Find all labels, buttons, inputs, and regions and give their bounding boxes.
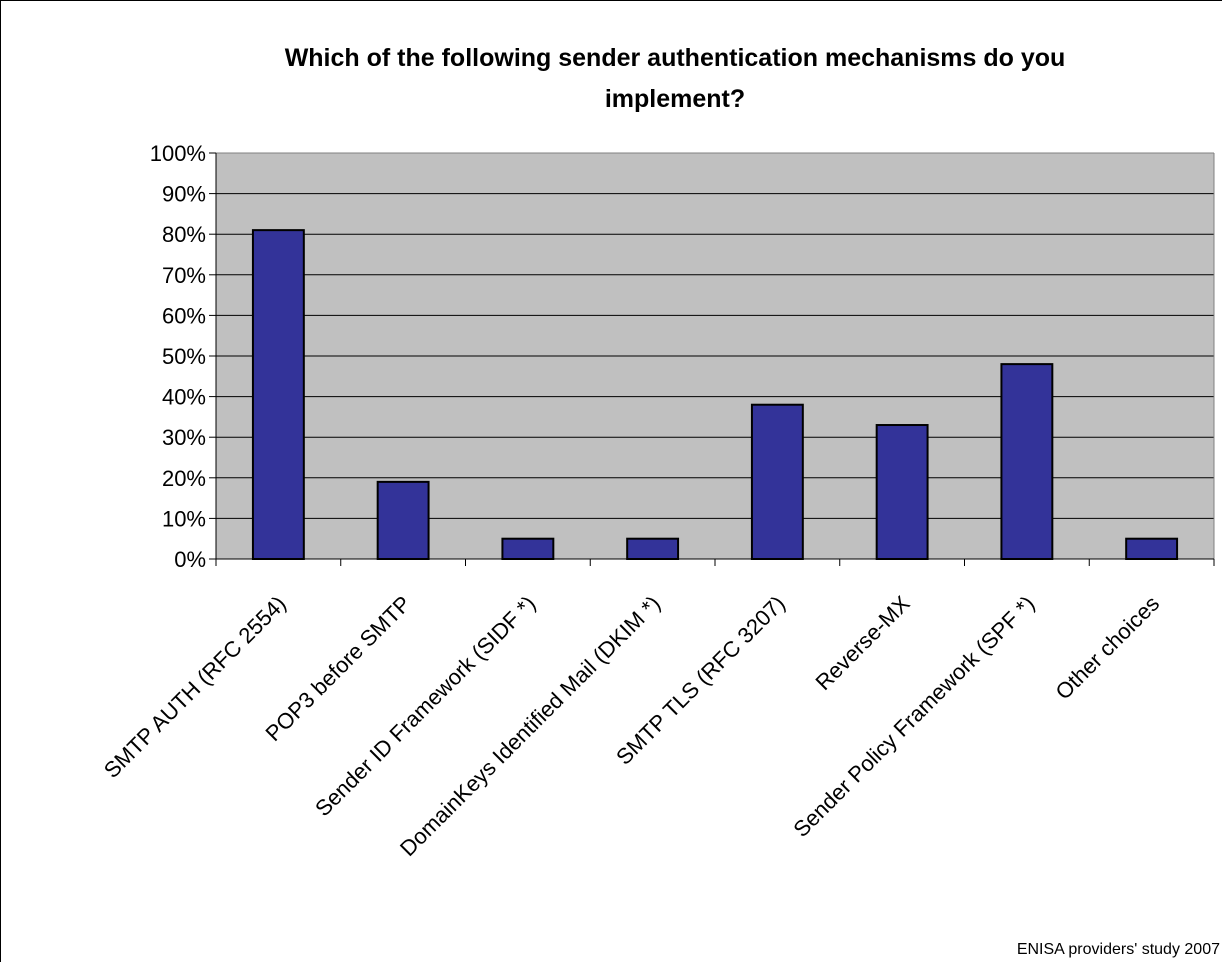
- y-tick-label: 10%: [162, 506, 206, 531]
- y-tick-label: 30%: [162, 425, 206, 450]
- bar: [251, 229, 305, 560]
- y-tick-label: 0%: [174, 547, 206, 572]
- y-tick-label: 100%: [150, 141, 206, 166]
- chart-title-line-2: implement?: [605, 85, 745, 113]
- category-label: SMTP AUTH (RFC 2554): [99, 591, 291, 783]
- y-tick-label: 90%: [162, 182, 206, 207]
- bar: [875, 424, 929, 560]
- y-tick-label: 40%: [162, 385, 206, 410]
- y-tick-label: 60%: [162, 303, 206, 328]
- bar: [626, 537, 680, 561]
- y-tick-label: 80%: [162, 222, 206, 247]
- source-footnote: ENISA providers' study 2007: [1017, 941, 1220, 958]
- bar: [376, 480, 430, 560]
- bar: [1000, 363, 1054, 560]
- category-label: Sender Policy Framework (SPF *): [788, 591, 1039, 842]
- bar: [750, 403, 804, 560]
- category-label: Sender ID Framework (SIDF *): [310, 591, 540, 821]
- bar: [1125, 537, 1179, 561]
- category-label: DomainKeys Identified Mail (DKIM *): [395, 591, 665, 861]
- y-tick-label: 70%: [162, 263, 206, 288]
- bar: [501, 537, 555, 561]
- y-tick-label: 20%: [162, 466, 206, 491]
- category-label: Other choices: [1051, 591, 1165, 705]
- chart-title-line-1: Which of the following sender authentica…: [285, 44, 1066, 72]
- category-label: Reverse-MX: [811, 591, 915, 695]
- y-tick-label: 50%: [162, 344, 206, 369]
